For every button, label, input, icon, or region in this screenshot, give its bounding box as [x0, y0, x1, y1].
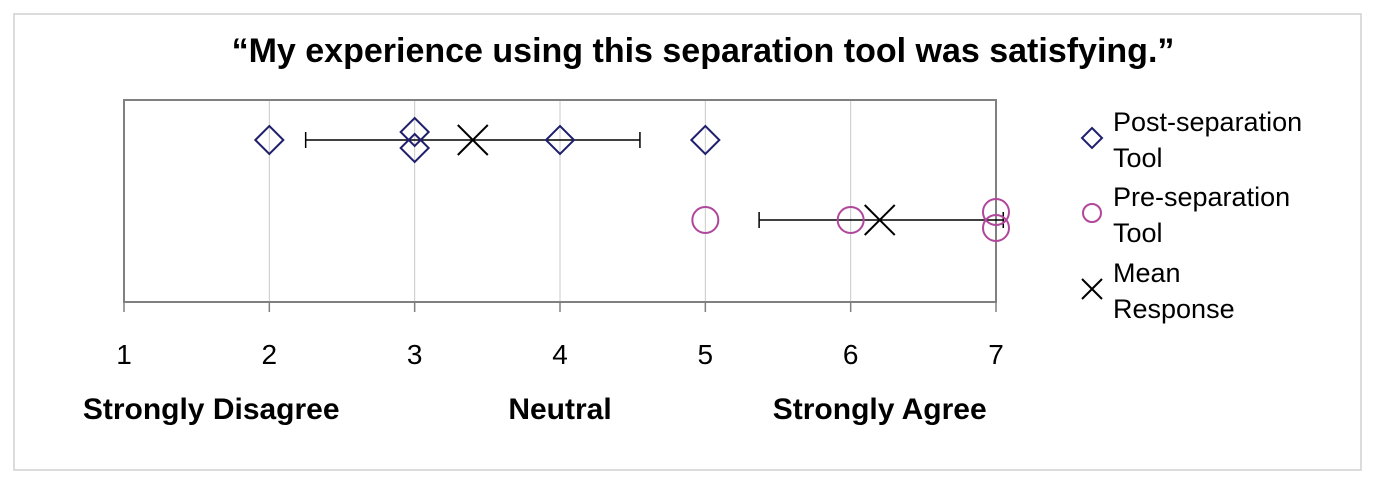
mean-marker — [864, 204, 896, 236]
data-point-diamond — [544, 124, 576, 156]
x-tick-label: 6 — [843, 339, 859, 370]
x-axis-ticks: 1 2 3 4 5 6 7 — [116, 302, 1004, 370]
data-point-diamond — [689, 124, 721, 156]
mean-x-stroke — [864, 204, 896, 236]
x-tick-label: 7 — [988, 339, 1004, 370]
x-tick-label: 3 — [407, 339, 423, 370]
legend-label: Response — [1113, 294, 1235, 324]
data-point-circle — [982, 214, 1010, 242]
legend: Post-separation Tool Pre-separation Tool Mea… — [1080, 107, 1302, 324]
legend-marker-diamond — [1080, 126, 1104, 150]
legend-entry: Mean Response — [1081, 258, 1235, 324]
legend-label: Mean — [1113, 258, 1181, 288]
legend-entry: Pre-separation Tool — [1082, 182, 1290, 248]
mean-markers — [457, 124, 896, 236]
outer-frame — [13, 13, 1362, 471]
data-point-circle — [836, 206, 865, 234]
data-point-circle — [691, 206, 720, 234]
data-point-diamond — [399, 116, 431, 148]
x-tick-label: 1 — [116, 339, 132, 370]
x-tick-label: 2 — [262, 339, 278, 370]
data-point-circle — [982, 198, 1010, 226]
data-point-diamond — [399, 132, 431, 164]
legend-entry: Post-separation Tool — [1080, 107, 1302, 173]
x-tick-label: 4 — [552, 339, 568, 370]
mean-marker — [457, 124, 489, 156]
legend-marker-x — [1081, 278, 1103, 300]
mean-x-stroke — [457, 124, 489, 156]
legend-label: Tool — [1113, 143, 1163, 173]
legend-marker-circle — [1082, 203, 1102, 223]
mean-x-stroke — [1081, 278, 1103, 300]
legend-label: Tool — [1113, 218, 1163, 248]
legend-label: Pre-separation — [1113, 182, 1290, 212]
data-point-diamond — [253, 124, 285, 156]
chart-title: “My experience using this separation too… — [232, 32, 1175, 70]
data-points — [253, 116, 1010, 242]
scale-anchor-label: Neutral — [508, 393, 611, 426]
x-tick-label: 5 — [698, 339, 714, 370]
scale-anchor-label: Strongly Agree — [773, 393, 987, 426]
legend-label: Post-separation — [1113, 107, 1302, 137]
scale-anchor-label: Strongly Disagree — [83, 393, 340, 426]
scale-anchors: Strongly Disagree Neutral Strongly Agree — [83, 393, 987, 426]
